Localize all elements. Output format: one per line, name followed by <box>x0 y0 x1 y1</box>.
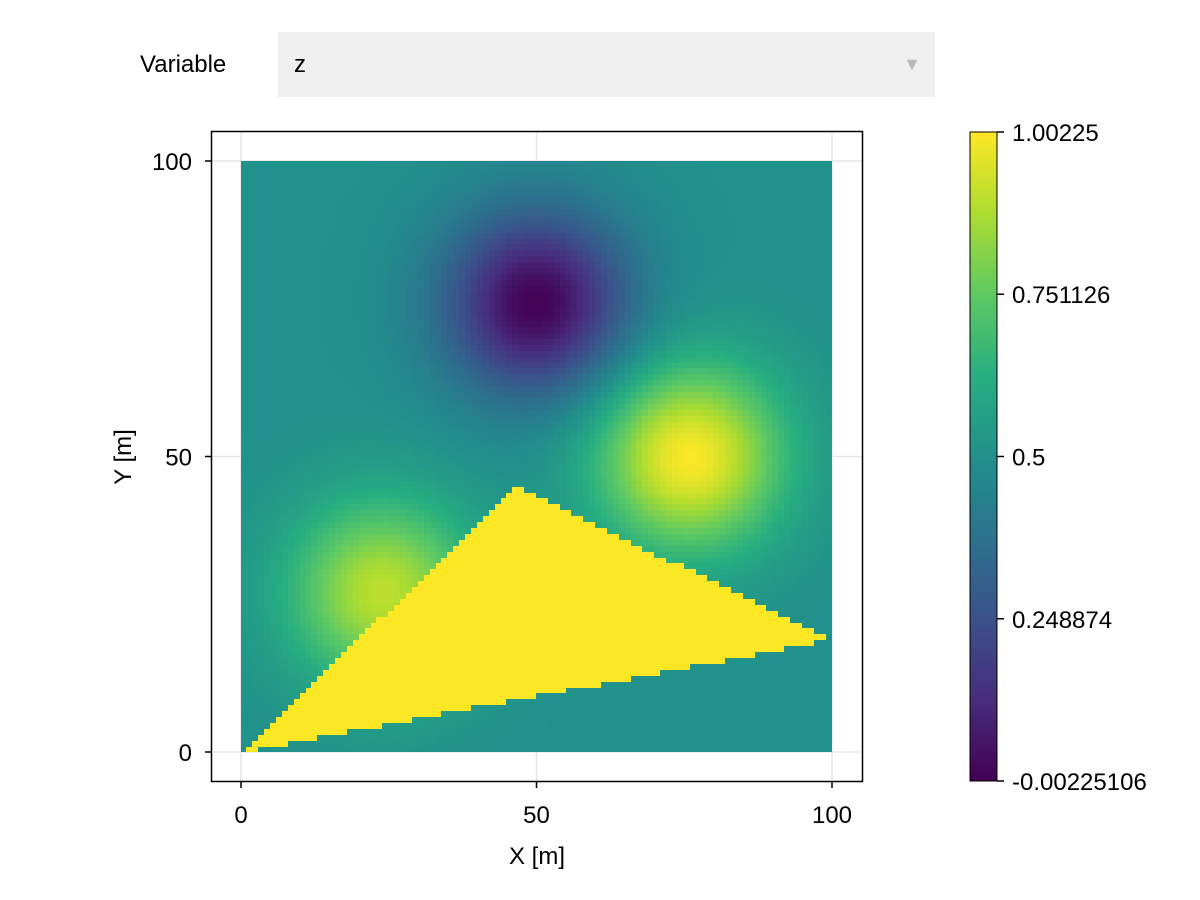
variable-dropdown-value: z <box>294 51 306 78</box>
grid-lines <box>212 132 862 781</box>
y-axis-label: Y [m] <box>110 429 137 485</box>
x-axis: 0 50 100 <box>234 782 852 829</box>
y-axis: 0 50 100 <box>152 149 211 767</box>
colorbar-tick-label: 0.751126 <box>1012 282 1110 309</box>
colorbar <box>969 131 998 782</box>
colorbar-tick-label: -0.00225106 <box>1012 769 1147 796</box>
x-tick-label: 100 <box>812 802 852 829</box>
heatmap-field-container <box>241 161 832 752</box>
colorbar-tick-label: 1.00225 <box>1012 120 1099 147</box>
colorbar-axis: -0.00225106 0.248874 0.5 0.751126 1.00225 <box>997 120 1147 796</box>
heatmap-field <box>241 161 832 752</box>
colorbar-tick-label: 0.248874 <box>1012 607 1112 634</box>
y-tick-label: 0 <box>179 740 192 767</box>
x-axis-label: X [m] <box>509 843 565 870</box>
chevron-down-icon: ▼ <box>903 54 921 74</box>
x-tick-label: 50 <box>523 802 550 829</box>
colorbar-tick-label: 0.5 <box>1012 444 1045 471</box>
y-tick-label: 100 <box>152 149 192 176</box>
x-tick-label: 0 <box>234 802 247 829</box>
plot-frame <box>210 130 864 783</box>
variable-dropdown[interactable]: z ▼ <box>278 32 935 97</box>
y-tick-label: 50 <box>165 445 192 472</box>
variable-label: Variable <box>140 51 227 78</box>
